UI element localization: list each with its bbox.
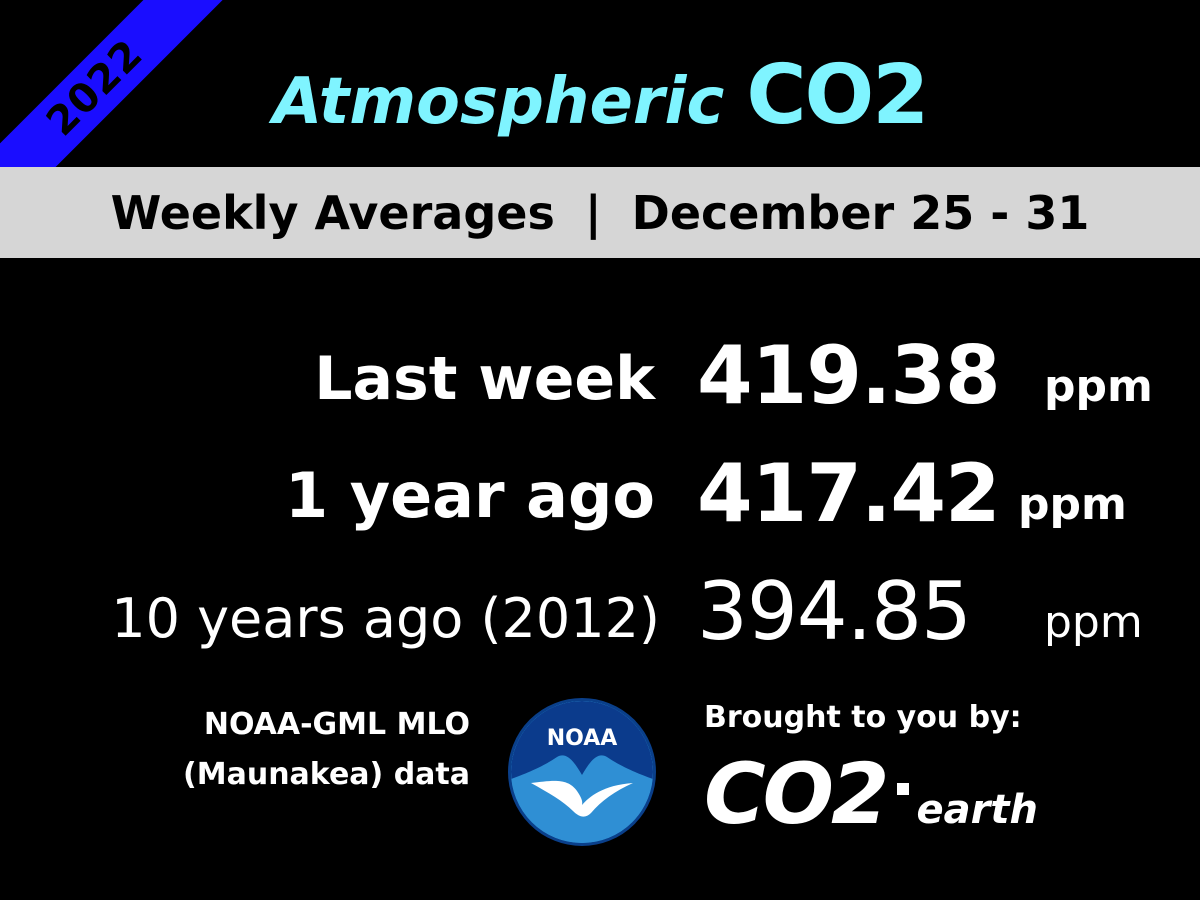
reading-value: 394.85 [697,565,972,658]
co2-earth-logo: CO2 earth [704,745,1038,845]
title-co2: CO2 [746,48,929,143]
subtitle-band: Weekly Averages | December 25 - 31 [0,167,1200,258]
reading-unit: ppm [1044,597,1143,648]
reading-unit: ppm [1018,479,1127,530]
subtitle-left: Weekly Averages [110,185,555,240]
noaa-logo-graphic: NOAA [511,701,653,843]
reading-unit: ppm [1044,361,1153,412]
page-title: Atmospheric CO2 [200,48,1000,148]
credit: Brought to you by: CO2 earth [704,700,1038,845]
data-source: NOAA-GML MLO (Maunakea) data [130,700,470,800]
brand-dot-icon [896,783,909,795]
noaa-logo-text: NOAA [547,726,618,751]
reading-row-10-years-ago: 10 years ago (2012) 394.85 ppm [0,546,1200,666]
reading-value: 417.42 [697,447,1001,540]
year-label: 2022 [37,30,153,146]
reading-value: 419.38 [697,329,1001,422]
reading-label: 10 years ago (2012) [111,587,660,650]
title-word: Atmospheric [272,65,725,139]
brand-earth: earth [916,787,1038,833]
source-line-2: (Maunakea) data [183,757,470,792]
reading-row-last-week: Last week 419.38 ppm [0,310,1200,430]
brand-co2: CO2 [704,745,890,843]
credit-line: Brought to you by: [704,700,1022,735]
reading-row-1-year-ago: 1 year ago 417.42 ppm [0,428,1200,548]
reading-label: 1 year ago [284,459,655,532]
reading-label: Last week [314,344,655,414]
subtitle-separator: | [584,185,602,240]
source-line-1: NOAA-GML MLO [203,707,470,742]
subtitle-right: December 25 - 31 [631,185,1090,240]
noaa-logo-icon: NOAA [508,698,656,846]
